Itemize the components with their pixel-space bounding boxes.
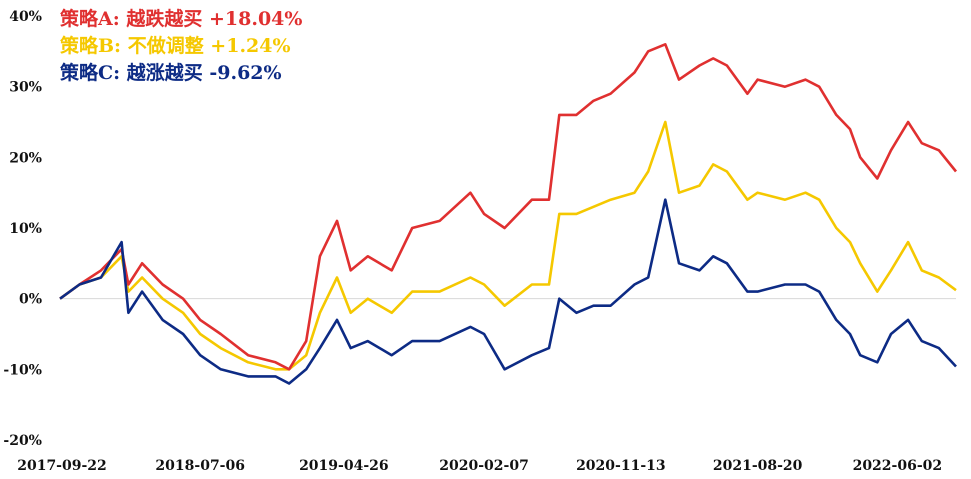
x-tick-label: 2018-07-06 bbox=[155, 458, 245, 474]
y-tick-label: 40% bbox=[9, 9, 42, 25]
series-line-a bbox=[59, 42, 958, 371]
x-tick-label: 2022-06-02 bbox=[853, 458, 943, 474]
series-line-c bbox=[59, 198, 957, 385]
x-tick-label: 2017-09-22 bbox=[17, 458, 107, 474]
legend: 策略A: 越跌越买 +18.04% 策略B: 不做调整 +1.24% 策略C: … bbox=[60, 7, 302, 84]
series-lines bbox=[59, 42, 958, 385]
y-tick-label: -20% bbox=[3, 433, 42, 449]
legend-entry-b: 策略B: 不做调整 +1.24% bbox=[60, 34, 291, 57]
legend-entry-a: 策略A: 越跌越买 +18.04% bbox=[60, 7, 302, 30]
y-tick-label: -10% bbox=[3, 362, 42, 378]
series-line-b bbox=[59, 120, 957, 371]
x-tick-label: 2019-04-26 bbox=[299, 458, 389, 474]
x-tick-label: 2020-02-07 bbox=[439, 458, 529, 474]
y-tick-label: 0% bbox=[19, 292, 42, 308]
legend-entry-c: 策略C: 越涨越买 -9.62% bbox=[60, 61, 282, 84]
y-tick-label: 20% bbox=[9, 150, 42, 166]
x-axis-ticks: 2017-09-22 2018-07-06 2019-04-26 2020-02-07… bbox=[17, 458, 942, 474]
y-tick-label: 30% bbox=[9, 80, 42, 96]
y-axis-ticks: 40% 30% 20% 10% 0% -10% -20% bbox=[3, 9, 42, 449]
x-tick-label: 2021-08-20 bbox=[713, 458, 803, 474]
x-tick-label: 2020-11-13 bbox=[576, 458, 666, 474]
y-tick-label: 10% bbox=[9, 221, 42, 237]
